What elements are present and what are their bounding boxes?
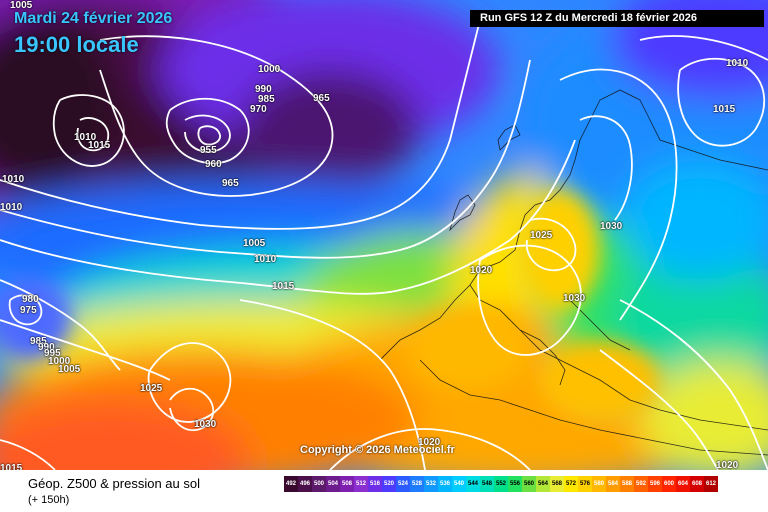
scale-cell: 560 <box>522 476 536 492</box>
forecast-time: 19:00 locale <box>14 32 139 57</box>
isobar-label: 1005 <box>58 364 81 375</box>
scale-cell: 544 <box>466 476 480 492</box>
isobar-label: 1030 <box>600 221 623 232</box>
weather-map: Mardi 24 février 2026 19:00 locale Run G… <box>0 0 768 470</box>
scale-cell: 608 <box>690 476 704 492</box>
scale-cell: 580 <box>592 476 606 492</box>
isobar-label: 1010 <box>74 132 97 143</box>
copyright-notice: Copyright © 2026 Meteociel.fr <box>300 444 455 456</box>
scale-cell: 540 <box>452 476 466 492</box>
forecast-lead-time: (+ 150h) <box>28 494 70 506</box>
scale-cell: 552 <box>494 476 508 492</box>
coastlines <box>379 89 768 456</box>
isobar-label: 1010 <box>254 254 277 265</box>
isobar-label: 1000 <box>258 64 281 75</box>
scale-cell: 500 <box>312 476 326 492</box>
scale-cell: 528 <box>410 476 424 492</box>
scale-cell: 564 <box>536 476 550 492</box>
isobar-label: 1010 <box>726 58 749 69</box>
isobar-label: 1020 <box>716 460 739 470</box>
geopotential-map-canvas <box>0 0 768 470</box>
isobar-label: 1020 <box>470 265 493 276</box>
scale-cell: 576 <box>578 476 592 492</box>
isobar-label: 1005 <box>243 238 266 249</box>
isobar-label: 955 <box>200 145 217 156</box>
isobars <box>0 19 768 470</box>
scale-cell: 496 <box>298 476 312 492</box>
scale-cell: 596 <box>648 476 662 492</box>
scale-cell: 548 <box>480 476 494 492</box>
isobar-label: 1005 <box>10 0 33 11</box>
legend-bar: Géop. Z500 & pression au sol (+ 150h) 49… <box>0 470 768 512</box>
scale-cell: 516 <box>368 476 382 492</box>
z500-color-field <box>0 0 768 470</box>
forecast-date: Mardi 24 février 2026 <box>14 10 173 27</box>
scale-cell: 508 <box>340 476 354 492</box>
isobar-label: 980 <box>22 294 39 305</box>
scale-cell: 584 <box>606 476 620 492</box>
isobar-label: 1030 <box>194 419 217 430</box>
scale-cell: 568 <box>550 476 564 492</box>
scale-cell: 556 <box>508 476 522 492</box>
scale-cell: 592 <box>634 476 648 492</box>
isobar-label: 985 <box>30 336 47 347</box>
scale-cell: 612 <box>704 476 718 492</box>
isobar-label: 1000 <box>48 356 71 367</box>
isobar-label: 1010 <box>0 202 23 213</box>
isobar-label: 1025 <box>140 383 163 394</box>
isobar-label: 965 <box>313 93 330 104</box>
isobar-label: 985 <box>258 94 275 105</box>
product-title: Géop. Z500 & pression au sol <box>28 476 200 491</box>
model-run-label: Run GFS 12 Z du Mercredi 18 février 2026 <box>470 10 764 27</box>
isobar-label: 1015 <box>272 281 295 292</box>
scale-cell: 572 <box>564 476 578 492</box>
scale-cell: 536 <box>438 476 452 492</box>
scale-cell: 588 <box>620 476 634 492</box>
isobar-label: 1020 <box>418 437 441 448</box>
scale-cell: 512 <box>354 476 368 492</box>
scale-cell: 524 <box>396 476 410 492</box>
isobar-label: 960 <box>205 159 222 170</box>
isobar-label: 995 <box>44 348 61 359</box>
scale-cell: 532 <box>424 476 438 492</box>
scale-cell: 504 <box>326 476 340 492</box>
isobar-label: 965 <box>222 178 239 189</box>
isobar-label: 990 <box>38 342 55 353</box>
isobar-label: 1015 <box>713 104 736 115</box>
isobar-label: 1015 <box>88 140 111 151</box>
scale-cell: 604 <box>676 476 690 492</box>
z500-color-scale: 492 496 500 504 508 512 516 520 524 528 532 536 540 5… <box>284 476 718 492</box>
scale-cell: 520 <box>382 476 396 492</box>
scale-cell: 600 <box>662 476 676 492</box>
isobar-label: 1025 <box>530 230 553 241</box>
isobar-label: 975 <box>20 305 37 316</box>
isobar-label: 1030 <box>563 293 586 304</box>
isobar-label: 970 <box>250 104 267 115</box>
isobar-label: 1010 <box>2 174 25 185</box>
isobar-label: 1015 <box>0 463 23 470</box>
isobar-label: 990 <box>255 84 272 95</box>
scale-cell: 492 <box>284 476 298 492</box>
